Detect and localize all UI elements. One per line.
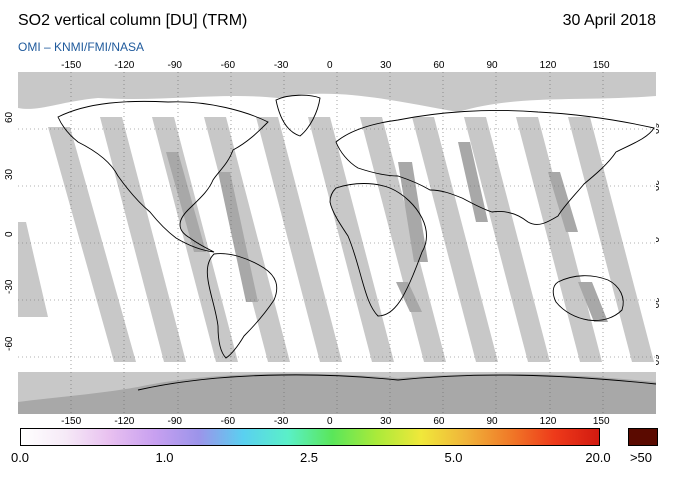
- colorbar-tick-label: 20.0: [585, 450, 611, 465]
- longitude-tick-label: 30: [380, 416, 392, 427]
- latitude-tick-label: -30: [4, 279, 15, 294]
- longitude-tick-label: -120: [114, 416, 135, 427]
- land-mask: [166, 142, 608, 322]
- longitude-tick-label: 60: [433, 416, 445, 427]
- longitude-tick-label: 0: [327, 416, 333, 427]
- colorbar-over-swatch: [628, 428, 658, 446]
- longitude-tick-label: -150: [61, 416, 82, 427]
- colorbar-tick-label: 0.0: [10, 450, 30, 465]
- colorbar: [20, 428, 600, 446]
- longitude-tick-label: -60: [220, 416, 236, 427]
- longitude-tick-label: -90: [167, 60, 182, 71]
- colorbar-over-label: >50: [629, 450, 653, 465]
- longitude-tick-label: -30: [273, 60, 289, 71]
- longitude-tick-label: 120: [539, 60, 557, 71]
- data-source: OMI – KNMI/FMI/NASA: [18, 40, 145, 54]
- so2-map: [18, 72, 656, 414]
- colorbar-tick-label: 1.0: [155, 450, 174, 465]
- longitude-tick-label: -90: [167, 416, 182, 427]
- latitude-tick-label: 30: [4, 168, 15, 180]
- longitude-tick-label: -120: [114, 60, 135, 71]
- longitude-tick-label: 150: [592, 60, 610, 71]
- map-date: 30 April 2018: [562, 12, 656, 29]
- latitude-tick-label: -60: [4, 336, 15, 351]
- longitude-tick-label: -30: [273, 416, 289, 427]
- latitude-tick-label: 60: [4, 111, 15, 123]
- longitude-tick-label: 120: [539, 416, 557, 427]
- longitude-tick-label: 30: [380, 60, 392, 71]
- longitude-tick-label: 60: [433, 60, 445, 71]
- longitude-tick-label: -60: [220, 60, 236, 71]
- latitude-tick-label: 0: [4, 231, 15, 237]
- map-title: SO2 vertical column [DU] (TRM): [18, 12, 248, 29]
- colorbar-tick-label: 5.0: [444, 450, 463, 465]
- longitude-tick-label: 90: [486, 60, 498, 71]
- graticule: [18, 72, 656, 414]
- longitude-tick-label: -150: [61, 60, 82, 71]
- coastlines: [57, 94, 656, 391]
- longitude-tick-label: 0: [327, 60, 333, 71]
- colorbar-gradient: [21, 429, 599, 445]
- longitude-tick-label: 150: [592, 416, 610, 427]
- colorbar-tick-label: 2.5: [299, 450, 319, 465]
- longitude-tick-label: 90: [486, 416, 498, 427]
